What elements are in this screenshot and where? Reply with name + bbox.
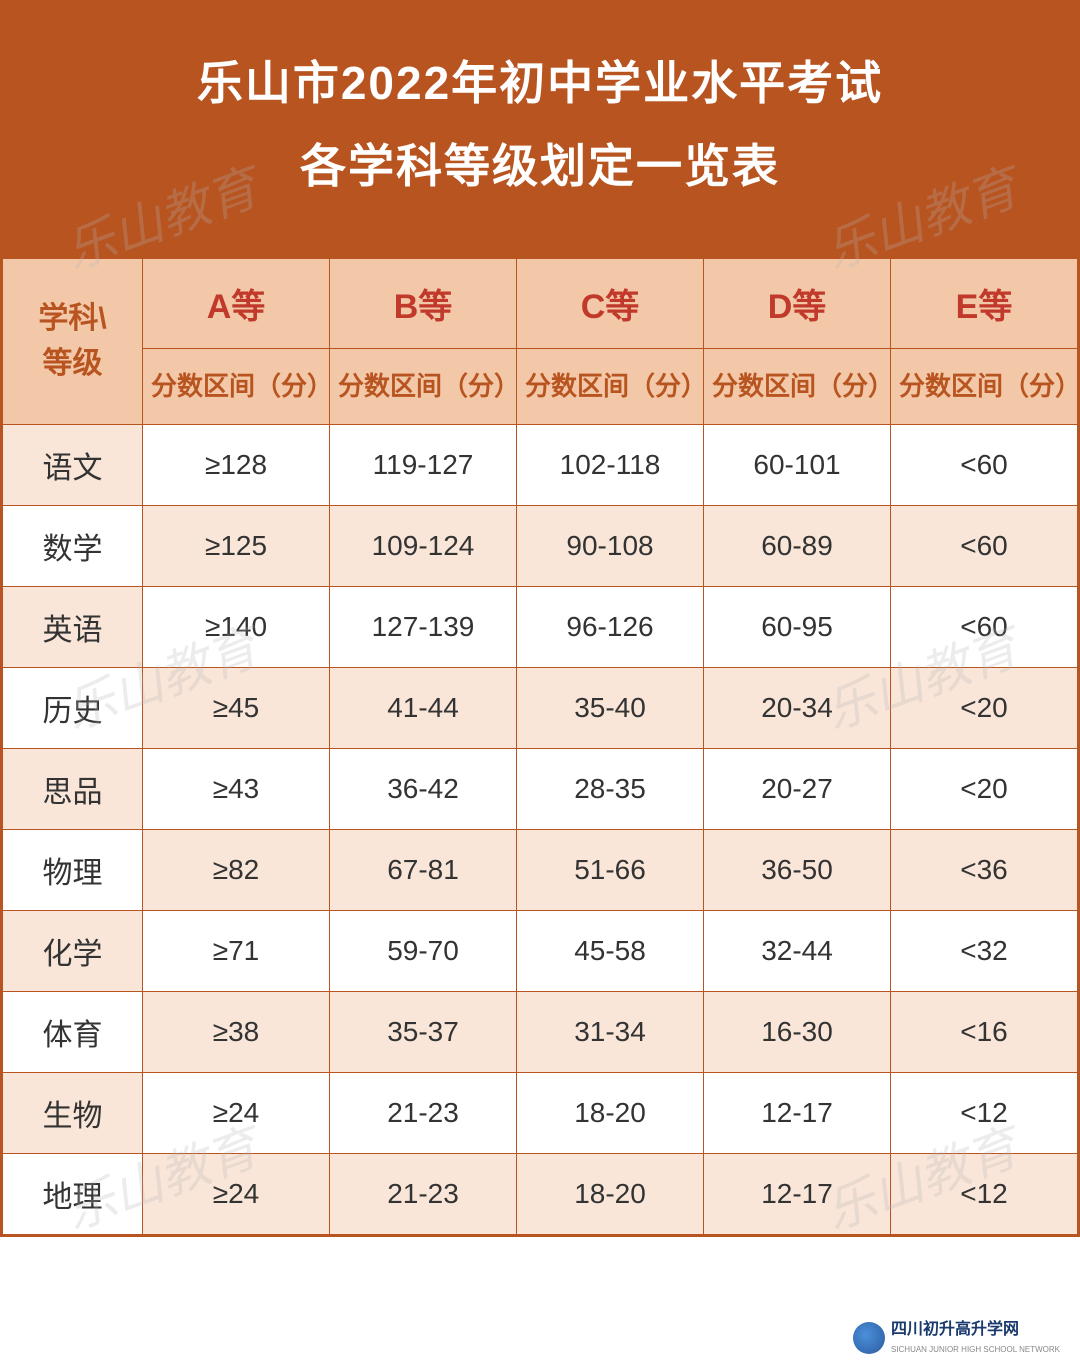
score-cell: <16 xyxy=(891,991,1078,1072)
score-cell: ≥38 xyxy=(143,991,330,1072)
score-cell: ≥128 xyxy=(143,424,330,505)
score-cell: <12 xyxy=(891,1072,1078,1153)
score-cell: <32 xyxy=(891,910,1078,991)
score-cell: 28-35 xyxy=(517,748,704,829)
table-container: 乐山市2022年初中学业水平考试 各学科等级划定一览表 学科\等级 A等 B等 … xyxy=(0,0,1080,1237)
logo-icon xyxy=(853,1322,885,1354)
table-row: 生物≥2421-2318-2012-17<12 xyxy=(3,1072,1078,1153)
title-line1: 乐山市2022年初中学业水平考试 xyxy=(22,42,1058,125)
score-cell: <60 xyxy=(891,505,1078,586)
table-row: 化学≥7159-7045-5832-44<32 xyxy=(3,910,1078,991)
table-row: 英语≥140127-13996-12660-95<60 xyxy=(3,586,1078,667)
score-cell: 18-20 xyxy=(517,1153,704,1234)
score-cell: 90-108 xyxy=(517,505,704,586)
grade-c-header: C等 xyxy=(517,258,704,348)
score-cell: ≥140 xyxy=(143,586,330,667)
table-body: 语文≥128119-127102-11860-101<60数学≥125109-1… xyxy=(3,424,1078,1234)
table-row: 体育≥3835-3731-3416-30<16 xyxy=(3,991,1078,1072)
grade-b-header: B等 xyxy=(330,258,517,348)
score-cell: ≥82 xyxy=(143,829,330,910)
subject-cell: 语文 xyxy=(3,424,143,505)
grades-table: 学科\等级 A等 B等 C等 D等 E等 分数区间（分） 分数区间（分） 分数区… xyxy=(2,258,1078,1235)
table-head: 学科\等级 A等 B等 C等 D等 E等 分数区间（分） 分数区间（分） 分数区… xyxy=(3,258,1078,424)
score-cell: <12 xyxy=(891,1153,1078,1234)
score-cell: 59-70 xyxy=(330,910,517,991)
score-label-c: 分数区间（分） xyxy=(517,348,704,424)
score-cell: ≥24 xyxy=(143,1072,330,1153)
score-cell: 109-124 xyxy=(330,505,517,586)
score-cell: <60 xyxy=(891,586,1078,667)
subject-cell: 历史 xyxy=(3,667,143,748)
score-cell: 32-44 xyxy=(704,910,891,991)
header-row-1: 学科\等级 A等 B等 C等 D等 E等 xyxy=(3,258,1078,348)
score-cell: 20-34 xyxy=(704,667,891,748)
table-row: 物理≥8267-8151-6636-50<36 xyxy=(3,829,1078,910)
score-cell: 96-126 xyxy=(517,586,704,667)
footer-logo: 四川初升高升学网 SICHUAN JUNIOR HIGH SCHOOL NETW… xyxy=(853,1321,1060,1355)
score-cell: 20-27 xyxy=(704,748,891,829)
score-cell: 36-42 xyxy=(330,748,517,829)
score-cell: 41-44 xyxy=(330,667,517,748)
score-cell: 31-34 xyxy=(517,991,704,1072)
subject-cell: 体育 xyxy=(3,991,143,1072)
score-cell: 35-37 xyxy=(330,991,517,1072)
grade-a-header: A等 xyxy=(143,258,330,348)
grade-d-header: D等 xyxy=(704,258,891,348)
score-cell: 21-23 xyxy=(330,1153,517,1234)
score-cell: ≥24 xyxy=(143,1153,330,1234)
title-line2: 各学科等级划定一览表 xyxy=(22,125,1058,208)
score-cell: 51-66 xyxy=(517,829,704,910)
score-cell: 60-101 xyxy=(704,424,891,505)
score-cell: 21-23 xyxy=(330,1072,517,1153)
score-cell: 36-50 xyxy=(704,829,891,910)
score-label-b: 分数区间（分） xyxy=(330,348,517,424)
score-label-a: 分数区间（分） xyxy=(143,348,330,424)
logo-main-text: 四川初升高升学网 xyxy=(891,1321,1019,1338)
table-row: 历史≥4541-4435-4020-34<20 xyxy=(3,667,1078,748)
subject-cell: 地理 xyxy=(3,1153,143,1234)
score-cell: ≥125 xyxy=(143,505,330,586)
subject-cell: 物理 xyxy=(3,829,143,910)
subject-cell: 思品 xyxy=(3,748,143,829)
score-cell: 12-17 xyxy=(704,1072,891,1153)
header-row-2: 分数区间（分） 分数区间（分） 分数区间（分） 分数区间（分） 分数区间（分） xyxy=(3,348,1078,424)
score-cell: 102-118 xyxy=(517,424,704,505)
score-cell: 45-58 xyxy=(517,910,704,991)
subject-cell: 英语 xyxy=(3,586,143,667)
score-cell: 35-40 xyxy=(517,667,704,748)
subject-cell: 化学 xyxy=(3,910,143,991)
score-cell: 60-95 xyxy=(704,586,891,667)
score-cell: <20 xyxy=(891,667,1078,748)
logo-sub-text: SICHUAN JUNIOR HIGH SCHOOL NETWORK xyxy=(891,1345,1060,1354)
table-row: 数学≥125109-12490-10860-89<60 xyxy=(3,505,1078,586)
title-block: 乐山市2022年初中学业水平考试 各学科等级划定一览表 xyxy=(2,2,1078,258)
subject-cell: 数学 xyxy=(3,505,143,586)
score-cell: 67-81 xyxy=(330,829,517,910)
score-cell: <60 xyxy=(891,424,1078,505)
table-row: 地理≥2421-2318-2012-17<12 xyxy=(3,1153,1078,1234)
score-label-d: 分数区间（分） xyxy=(704,348,891,424)
score-cell: ≥43 xyxy=(143,748,330,829)
score-cell: <20 xyxy=(891,748,1078,829)
score-cell: 60-89 xyxy=(704,505,891,586)
score-cell: 18-20 xyxy=(517,1072,704,1153)
score-cell: ≥45 xyxy=(143,667,330,748)
grade-e-header: E等 xyxy=(891,258,1078,348)
table-row: 语文≥128119-127102-11860-101<60 xyxy=(3,424,1078,505)
subject-grade-header: 学科\等级 xyxy=(3,258,143,424)
score-cell: <36 xyxy=(891,829,1078,910)
score-cell: ≥71 xyxy=(143,910,330,991)
table-row: 思品≥4336-4228-3520-27<20 xyxy=(3,748,1078,829)
score-cell: 16-30 xyxy=(704,991,891,1072)
score-label-e: 分数区间（分） xyxy=(891,348,1078,424)
score-cell: 119-127 xyxy=(330,424,517,505)
score-cell: 127-139 xyxy=(330,586,517,667)
subject-cell: 生物 xyxy=(3,1072,143,1153)
logo-text-wrap: 四川初升高升学网 SICHUAN JUNIOR HIGH SCHOOL NETW… xyxy=(891,1321,1060,1355)
score-cell: 12-17 xyxy=(704,1153,891,1234)
